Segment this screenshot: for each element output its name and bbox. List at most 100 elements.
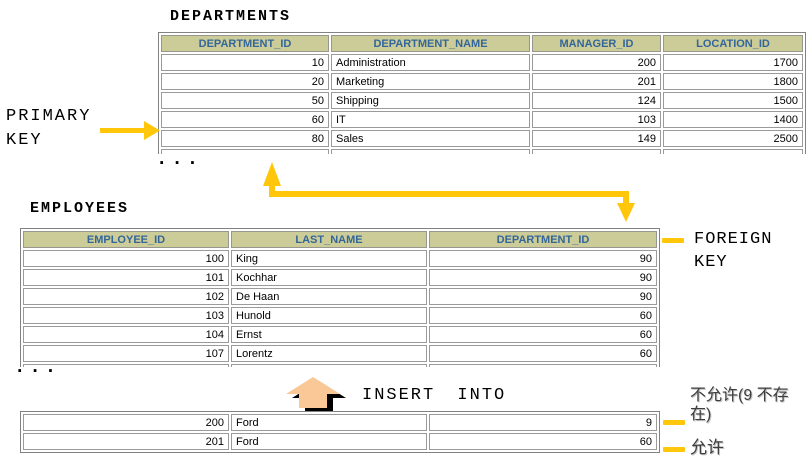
column-header: LAST_NAME	[231, 231, 427, 248]
cell: 107	[23, 345, 229, 362]
cell: 9	[429, 414, 657, 431]
employees-table: EMPLOYEE_ID LAST_NAME DEPARTMENT_ID 100 King…	[20, 228, 660, 367]
cell: Lorentz	[231, 345, 427, 362]
table-row: 50 Shipping 124 1500	[161, 92, 803, 109]
column-header: MANAGER_ID	[532, 35, 661, 52]
cell: 90	[429, 288, 657, 305]
cell: Administration	[331, 54, 530, 71]
cell: 80	[161, 130, 329, 147]
cell: Hunold	[231, 307, 427, 324]
header-row: EMPLOYEE_ID LAST_NAME DEPARTMENT_ID	[23, 231, 657, 248]
column-header: LOCATION_ID	[663, 35, 803, 52]
cell: 60	[161, 111, 329, 128]
column-header: DEPARTMENT_ID	[161, 35, 329, 52]
departments-table-wrapper: DEPARTMENT_ID DEPARTMENT_NAME MANAGER_ID LO…	[158, 32, 808, 154]
table-row: 101 Kochhar 90	[23, 269, 657, 286]
insert-up-arrow-icon	[286, 377, 346, 412]
partial-row	[161, 149, 803, 154]
cell: De Haan	[231, 288, 427, 305]
header-row: DEPARTMENT_ID DEPARTMENT_NAME MANAGER_ID LO…	[161, 35, 803, 52]
cell: 60	[429, 307, 657, 324]
employees-ellipsis: ...	[14, 356, 61, 378]
table-row: 104 Ernst 60	[23, 326, 657, 343]
cell: 1800	[663, 73, 803, 90]
cell: 201	[23, 433, 229, 450]
cell: 149	[532, 130, 661, 147]
cell: 100	[23, 250, 229, 267]
cell: 60	[429, 326, 657, 343]
cell: 20	[161, 73, 329, 90]
cell: 103	[532, 111, 661, 128]
cell	[429, 364, 657, 367]
cell: 90	[429, 250, 657, 267]
pk-fk-connector-arrow	[263, 162, 635, 222]
cell: Shipping	[331, 92, 530, 109]
cell: 104	[23, 326, 229, 343]
cell: 10	[161, 54, 329, 71]
table-row: 200 Ford 9	[23, 414, 657, 431]
primary-key-label-line1: PRIMARY	[6, 107, 92, 126]
cell: Marketing	[331, 73, 530, 90]
table-row: 201 Ford 60	[23, 433, 657, 450]
cell	[23, 364, 229, 367]
foreign-key-dash	[662, 238, 684, 243]
cell: 102	[23, 288, 229, 305]
cell: IT	[331, 111, 530, 128]
cell: 2500	[663, 130, 803, 147]
departments-table: DEPARTMENT_ID DEPARTMENT_NAME MANAGER_ID LO…	[158, 32, 806, 154]
table-row: 80 Sales 149 2500	[161, 130, 803, 147]
cell	[161, 149, 329, 154]
insert-rows-table: 200 Ford 9 201 Ford 60	[20, 411, 660, 453]
cell	[532, 149, 661, 154]
foreign-key-label-line2: KEY	[694, 253, 728, 272]
employees-table-wrapper: EMPLOYEE_ID LAST_NAME DEPARTMENT_ID 100 King…	[20, 228, 662, 367]
insert-rows-table-wrapper: 200 Ford 9 201 Ford 60	[20, 411, 662, 457]
column-header: EMPLOYEE_ID	[23, 231, 229, 248]
cell: 200	[532, 54, 661, 71]
cell: King	[231, 250, 427, 267]
cell	[663, 149, 803, 154]
departments-title: DEPARTMENTS	[170, 8, 292, 25]
cell: 60	[429, 433, 657, 450]
departments-ellipsis: ...	[156, 148, 203, 170]
table-row: 102 De Haan 90	[23, 288, 657, 305]
partial-row	[23, 364, 657, 367]
not-allowed-label: 不允许(9 不存在)	[690, 387, 789, 423]
primary-key-label: PRIMARY KEY	[6, 105, 91, 153]
employees-title: EMPLOYEES	[30, 200, 130, 217]
cell: Sales	[331, 130, 530, 147]
column-header: DEPARTMENT_ID	[429, 231, 657, 248]
cell: 103	[23, 307, 229, 324]
cell: Ernst	[231, 326, 427, 343]
table-row: 103 Hunold 60	[23, 307, 657, 324]
column-header: DEPARTMENT_NAME	[331, 35, 530, 52]
table-row: 100 King 90	[23, 250, 657, 267]
cell: 1500	[663, 92, 803, 109]
table-row: 20 Marketing 201 1800	[161, 73, 803, 90]
table-row: 10 Administration 200 1700	[161, 54, 803, 71]
insert-into-label: INSERT INTO	[362, 386, 507, 405]
table-row: 107 Lorentz 60	[23, 345, 657, 362]
cell: 90	[429, 269, 657, 286]
cell: 1400	[663, 111, 803, 128]
allowed-dash	[663, 447, 685, 452]
cell: 60	[429, 345, 657, 362]
cell: 124	[532, 92, 661, 109]
cell	[231, 364, 427, 367]
cell: 200	[23, 414, 229, 431]
cell: Ford	[231, 414, 427, 431]
cell: Ford	[231, 433, 427, 450]
cell: 50	[161, 92, 329, 109]
cell	[331, 149, 530, 154]
cell: 201	[532, 73, 661, 90]
cell: 1700	[663, 54, 803, 71]
foreign-key-label: FOREIGN KEY	[694, 228, 772, 274]
not-allowed-dash	[663, 420, 685, 425]
cell: 101	[23, 269, 229, 286]
primary-key-label-line2: KEY	[6, 131, 43, 150]
table-row: 60 IT 103 1400	[161, 111, 803, 128]
primary-key-arrow	[100, 121, 160, 140]
cell: Kochhar	[231, 269, 427, 286]
allowed-label: 允许	[690, 438, 724, 457]
